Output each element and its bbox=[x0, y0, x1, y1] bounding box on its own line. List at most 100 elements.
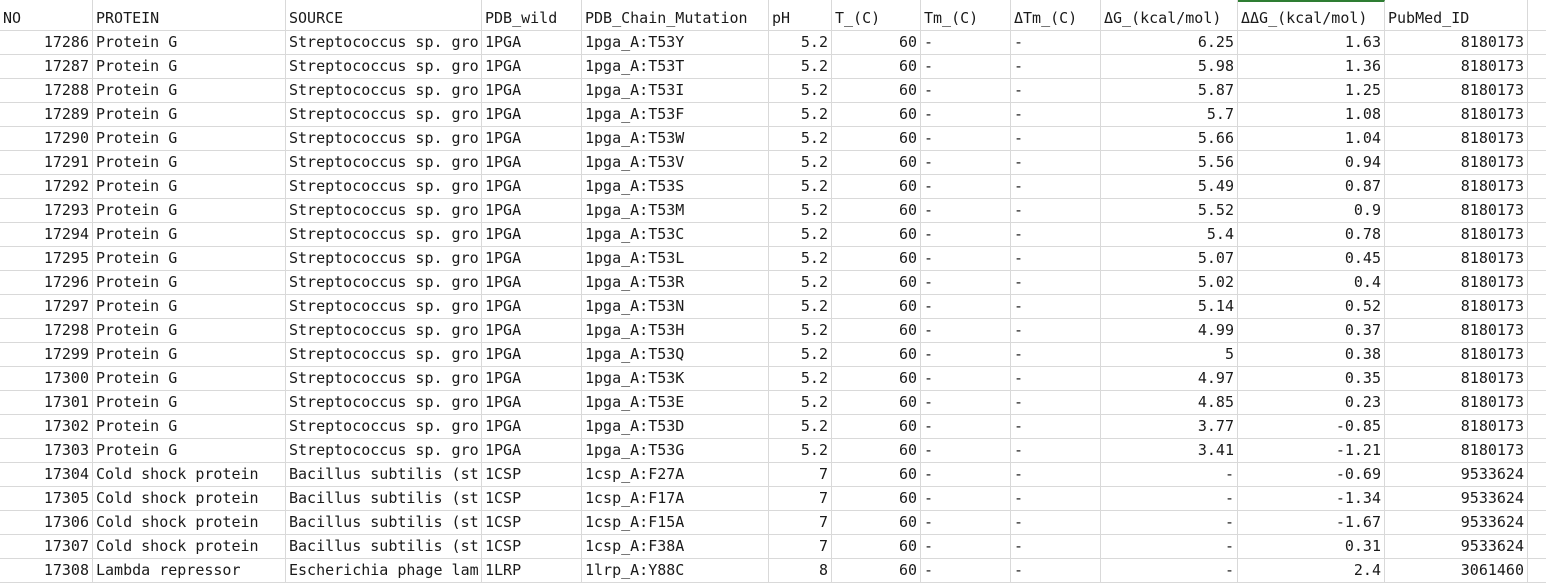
table-cell[interactable]: 1pga_A:T53C bbox=[582, 223, 769, 247]
table-cell[interactable] bbox=[1528, 391, 1546, 415]
table-cell[interactable]: - bbox=[921, 199, 1011, 223]
table-cell[interactable]: 60 bbox=[832, 127, 921, 151]
table-cell[interactable]: 5.2 bbox=[769, 295, 832, 319]
table-cell[interactable]: -1.34 bbox=[1238, 487, 1385, 511]
table-cell[interactable]: - bbox=[921, 463, 1011, 487]
table-cell[interactable]: 1PGA bbox=[482, 343, 582, 367]
table-cell[interactable]: Streptococcus sp. gro bbox=[286, 175, 482, 199]
table-cell[interactable]: Protein G bbox=[93, 175, 286, 199]
table-cell[interactable]: - bbox=[1011, 295, 1101, 319]
table-cell[interactable]: 60 bbox=[832, 367, 921, 391]
table-cell[interactable]: 1PGA bbox=[482, 439, 582, 463]
column-header-7[interactable]: T_(C) bbox=[832, 0, 921, 31]
table-cell[interactable]: 17287 bbox=[0, 55, 93, 79]
table-cell[interactable]: 1.63 bbox=[1238, 31, 1385, 55]
table-cell[interactable] bbox=[1528, 559, 1546, 583]
table-cell[interactable]: 1pga_A:T53S bbox=[582, 175, 769, 199]
table-cell[interactable]: 1LRP bbox=[482, 559, 582, 583]
table-cell[interactable]: 1pga_A:T53F bbox=[582, 103, 769, 127]
table-cell[interactable]: - bbox=[921, 247, 1011, 271]
table-cell[interactable]: 3.41 bbox=[1101, 439, 1238, 463]
column-header-6[interactable]: pH bbox=[769, 0, 832, 31]
table-cell[interactable]: Protein G bbox=[93, 367, 286, 391]
table-cell[interactable]: Protein G bbox=[93, 343, 286, 367]
table-cell[interactable]: 17286 bbox=[0, 31, 93, 55]
table-cell[interactable]: 1pga_A:T53K bbox=[582, 367, 769, 391]
table-cell[interactable]: - bbox=[1011, 463, 1101, 487]
table-cell[interactable]: 60 bbox=[832, 559, 921, 583]
table-cell[interactable]: 0.4 bbox=[1238, 271, 1385, 295]
table-cell[interactable]: Protein G bbox=[93, 391, 286, 415]
table-cell[interactable]: - bbox=[1011, 319, 1101, 343]
table-cell[interactable]: - bbox=[921, 175, 1011, 199]
table-cell[interactable]: 60 bbox=[832, 55, 921, 79]
table-cell[interactable]: 5.2 bbox=[769, 415, 832, 439]
table-cell[interactable]: 0.78 bbox=[1238, 223, 1385, 247]
table-cell[interactable]: -0.85 bbox=[1238, 415, 1385, 439]
column-header-1[interactable]: NO bbox=[0, 0, 93, 31]
table-cell[interactable]: 8180173 bbox=[1385, 79, 1528, 103]
table-cell[interactable]: 8180173 bbox=[1385, 103, 1528, 127]
table-cell[interactable]: 5.2 bbox=[769, 151, 832, 175]
table-cell[interactable] bbox=[1528, 79, 1546, 103]
table-cell[interactable]: 1PGA bbox=[482, 415, 582, 439]
table-cell[interactable]: 60 bbox=[832, 463, 921, 487]
table-cell[interactable]: 1CSP bbox=[482, 535, 582, 559]
table-cell[interactable] bbox=[1528, 439, 1546, 463]
table-cell[interactable]: 1pga_A:T53M bbox=[582, 199, 769, 223]
table-cell[interactable]: 3061460 bbox=[1385, 559, 1528, 583]
table-cell[interactable]: 8180173 bbox=[1385, 127, 1528, 151]
table-cell[interactable]: 17299 bbox=[0, 343, 93, 367]
table-cell[interactable]: - bbox=[1011, 247, 1101, 271]
table-cell[interactable]: Streptococcus sp. gro bbox=[286, 295, 482, 319]
table-cell[interactable]: 17294 bbox=[0, 223, 93, 247]
table-cell[interactable]: - bbox=[921, 415, 1011, 439]
table-cell[interactable]: 5.2 bbox=[769, 223, 832, 247]
table-cell[interactable]: -0.69 bbox=[1238, 463, 1385, 487]
table-cell[interactable]: Streptococcus sp. gro bbox=[286, 223, 482, 247]
table-cell[interactable]: 5.66 bbox=[1101, 127, 1238, 151]
column-header-11[interactable]: ΔΔG_(kcal/mol) bbox=[1238, 0, 1385, 31]
table-cell[interactable] bbox=[1528, 55, 1546, 79]
table-cell[interactable]: 0.87 bbox=[1238, 175, 1385, 199]
table-cell[interactable]: Streptococcus sp. gro bbox=[286, 127, 482, 151]
table-cell[interactable] bbox=[1528, 127, 1546, 151]
table-cell[interactable]: - bbox=[921, 31, 1011, 55]
table-cell[interactable]: Streptococcus sp. gro bbox=[286, 247, 482, 271]
table-cell[interactable]: 60 bbox=[832, 391, 921, 415]
table-cell[interactable]: 5.2 bbox=[769, 391, 832, 415]
table-cell[interactable]: 8180173 bbox=[1385, 415, 1528, 439]
table-cell[interactable]: Cold shock protein bbox=[93, 511, 286, 535]
table-cell[interactable]: Escherichia phage lam bbox=[286, 559, 482, 583]
table-cell[interactable]: - bbox=[921, 511, 1011, 535]
table-cell[interactable]: - bbox=[921, 127, 1011, 151]
table-cell[interactable]: - bbox=[1101, 535, 1238, 559]
table-cell[interactable]: 17295 bbox=[0, 247, 93, 271]
table-cell[interactable]: 5.56 bbox=[1101, 151, 1238, 175]
table-cell[interactable]: 8 bbox=[769, 559, 832, 583]
table-cell[interactable]: 60 bbox=[832, 439, 921, 463]
table-cell[interactable]: 5.52 bbox=[1101, 199, 1238, 223]
table-cell[interactable]: 7 bbox=[769, 463, 832, 487]
table-cell[interactable]: Streptococcus sp. gro bbox=[286, 103, 482, 127]
table-cell[interactable]: 8180173 bbox=[1385, 439, 1528, 463]
table-cell[interactable]: 2.4 bbox=[1238, 559, 1385, 583]
table-cell[interactable]: - bbox=[1011, 367, 1101, 391]
table-cell[interactable]: 17289 bbox=[0, 103, 93, 127]
table-cell[interactable]: 5.2 bbox=[769, 199, 832, 223]
table-cell[interactable]: 8180173 bbox=[1385, 295, 1528, 319]
table-cell[interactable]: - bbox=[1101, 463, 1238, 487]
table-cell[interactable]: Protein G bbox=[93, 31, 286, 55]
table-cell[interactable] bbox=[1528, 151, 1546, 175]
table-cell[interactable]: Streptococcus sp. gro bbox=[286, 367, 482, 391]
table-cell[interactable]: 1pga_A:T53L bbox=[582, 247, 769, 271]
table-cell[interactable]: Bacillus subtilis (st bbox=[286, 511, 482, 535]
table-cell[interactable]: 1.25 bbox=[1238, 79, 1385, 103]
table-cell[interactable]: 5.2 bbox=[769, 247, 832, 271]
table-cell[interactable]: 8180173 bbox=[1385, 31, 1528, 55]
table-cell[interactable]: 1lrp_A:Y88C bbox=[582, 559, 769, 583]
table-cell[interactable]: Protein G bbox=[93, 103, 286, 127]
table-cell[interactable]: 0.9 bbox=[1238, 199, 1385, 223]
column-header-4[interactable]: PDB_wild bbox=[482, 0, 582, 31]
table-cell[interactable]: 60 bbox=[832, 343, 921, 367]
